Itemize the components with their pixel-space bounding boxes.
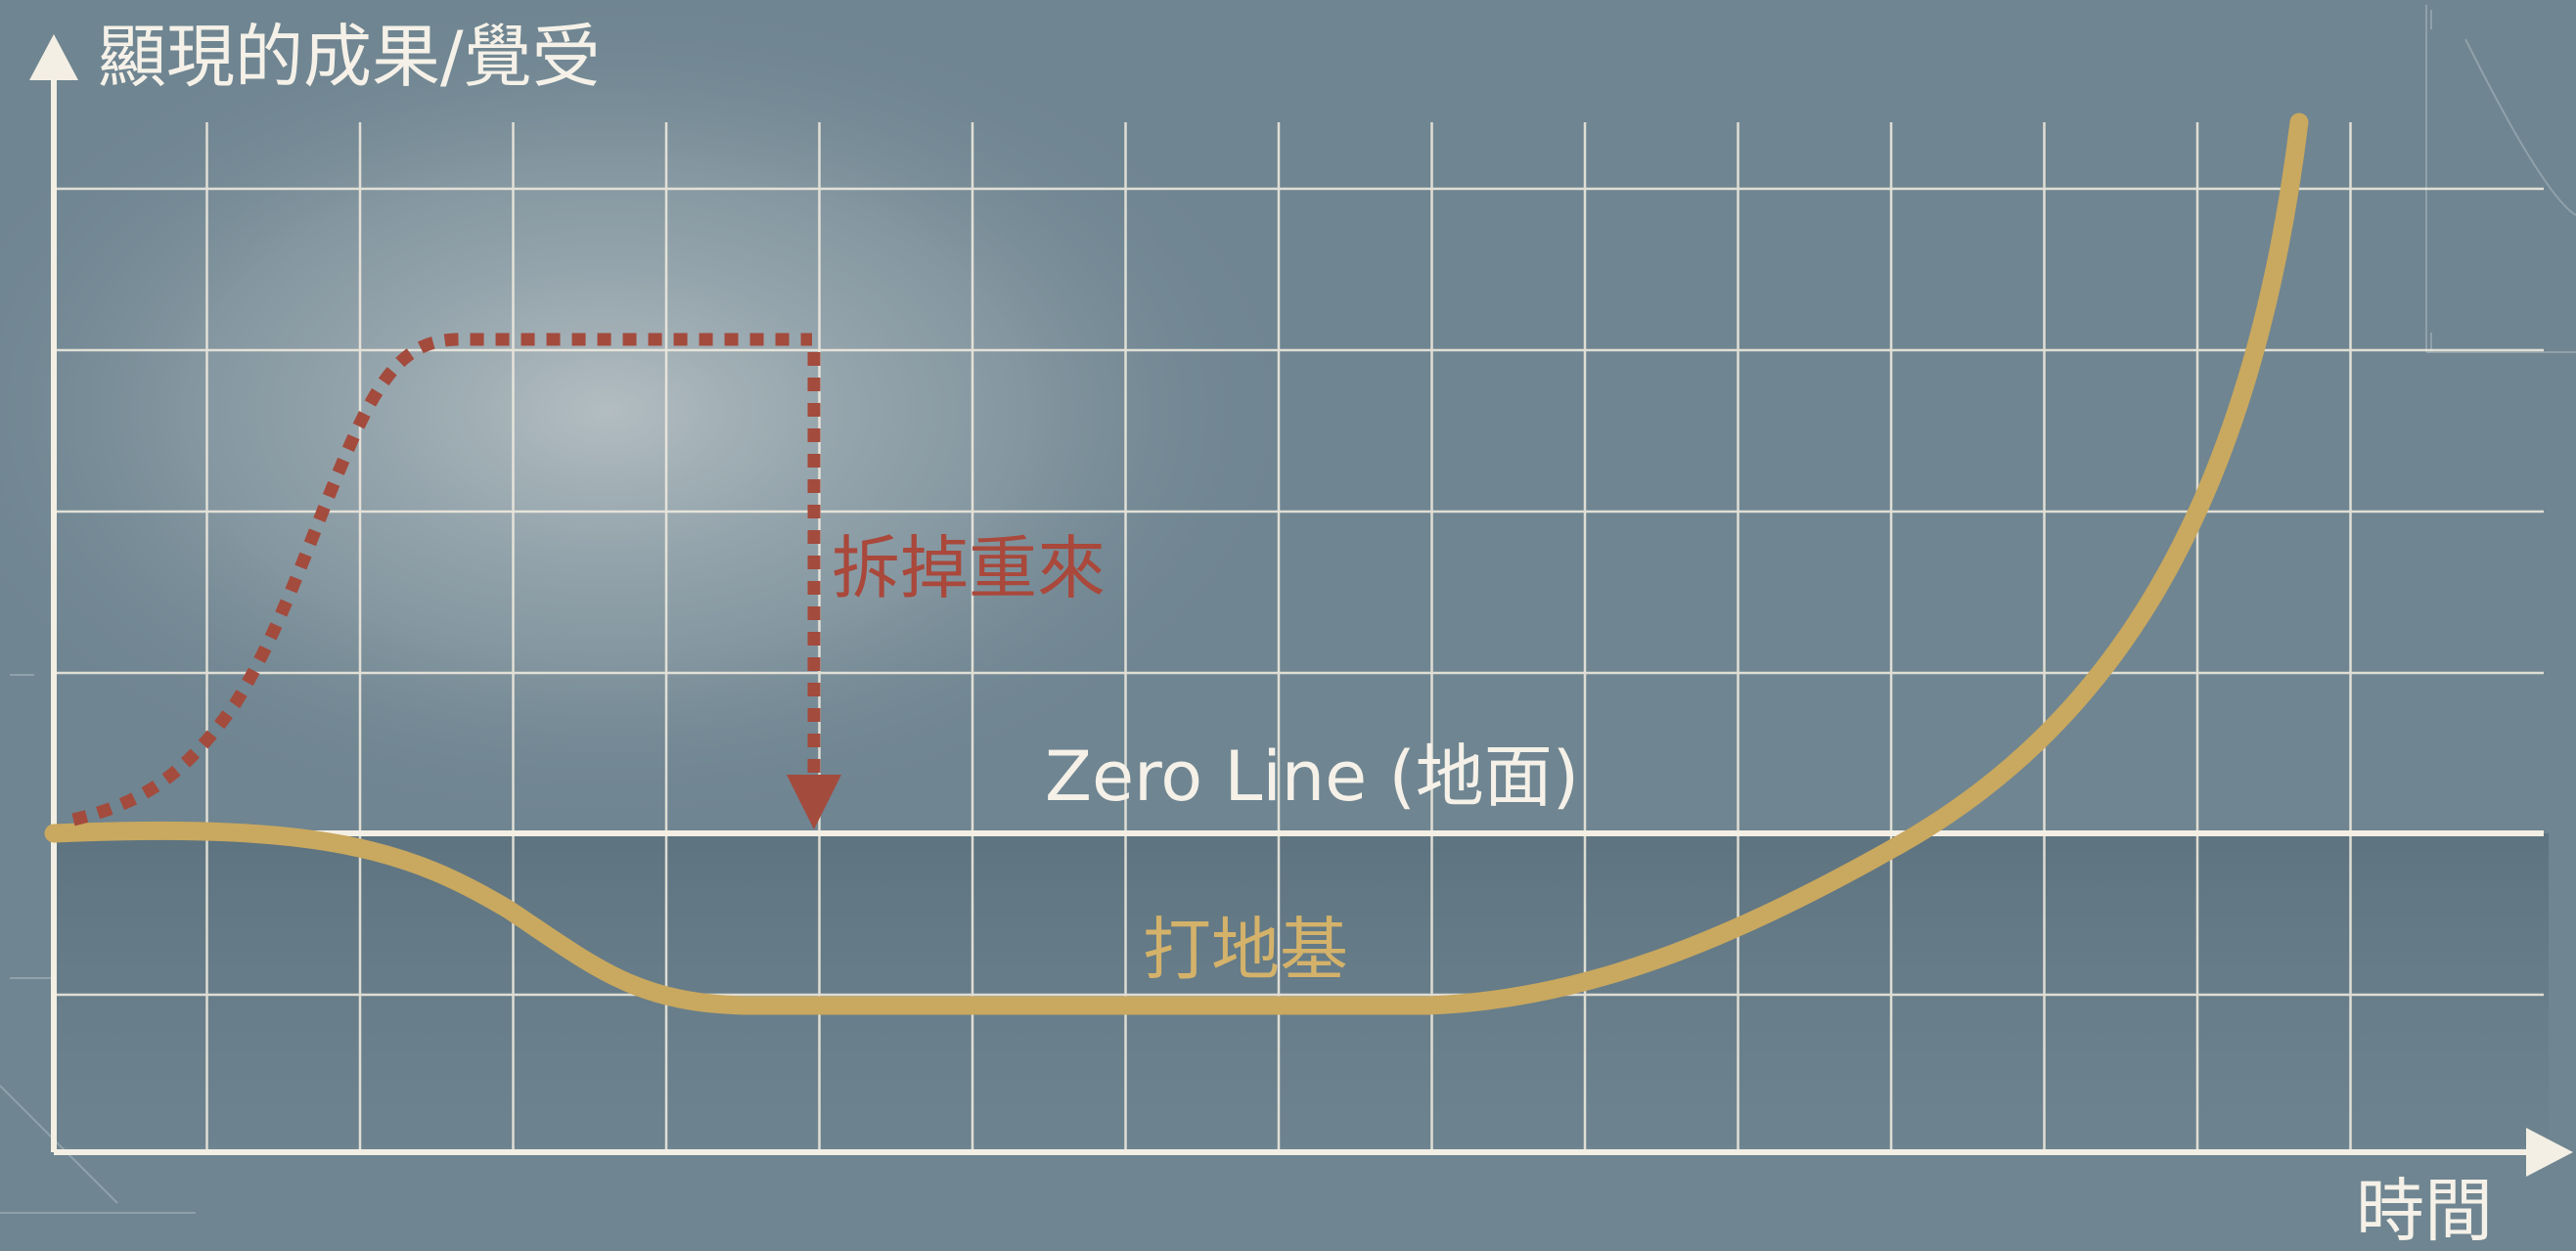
- quick-results-dotted-curve: [71, 333, 812, 827]
- y-axis-label: 顯現的成果/覺受: [98, 17, 601, 97]
- background-glow: [0, 0, 1311, 831]
- zero-line-label: Zero Line (地面): [1045, 737, 1579, 817]
- x-axis-label: 時間: [2356, 1171, 2493, 1251]
- foundation-curve: [44, 112, 2309, 1015]
- x-axis-arrow: [2526, 1128, 2573, 1177]
- y-axis-arrow: [29, 34, 78, 80]
- foundation-label: 打地基: [1143, 910, 1348, 990]
- axes: [29, 34, 2573, 1177]
- teardown-label: 拆掉重來: [832, 528, 1106, 608]
- blueprint-sketch-lines: [0, 5, 2576, 1214]
- teardown-arrowhead: [787, 775, 841, 829]
- underground-band: [54, 833, 2549, 1146]
